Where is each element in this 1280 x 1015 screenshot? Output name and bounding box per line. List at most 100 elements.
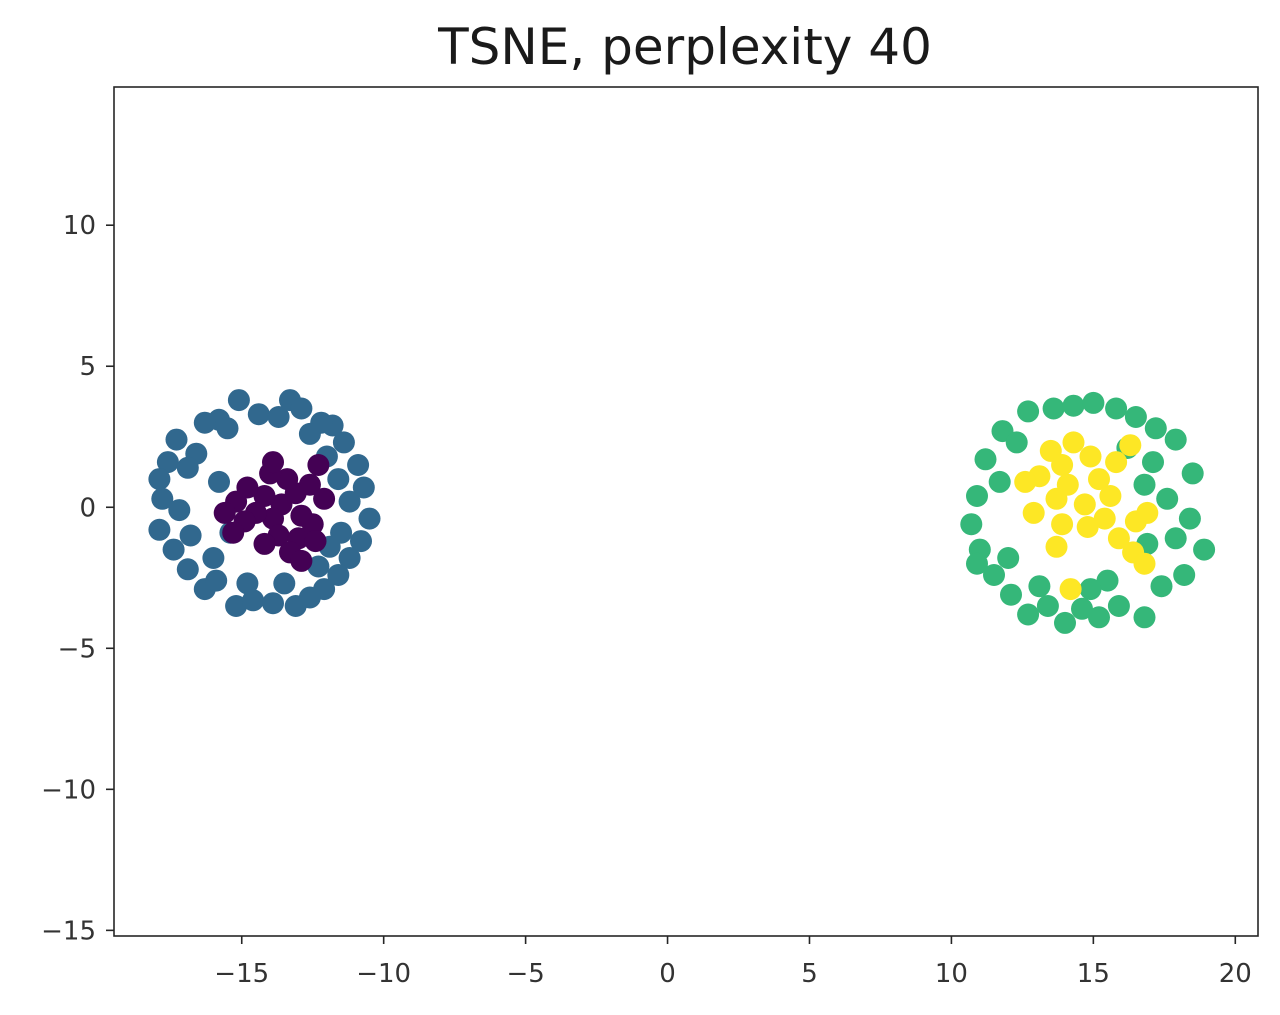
- scatter-point: [1079, 578, 1102, 601]
- scatter-point: [1045, 487, 1068, 510]
- scatter-point: [276, 468, 299, 491]
- scatter-point: [225, 595, 248, 617]
- scatter-point: [1124, 406, 1147, 428]
- scatter-point: [327, 468, 350, 491]
- x-tick-label: 15: [1077, 959, 1110, 989]
- scatter-point: [298, 422, 321, 445]
- scatter-point: [213, 501, 236, 524]
- scatter-point: [253, 485, 276, 507]
- scatter-point: [236, 572, 259, 595]
- scatter-point: [1096, 569, 1119, 592]
- scatter-point: [227, 389, 250, 412]
- scatter-point: [1062, 394, 1085, 417]
- y-tick-label: 0: [79, 493, 96, 523]
- scatter-point: [997, 547, 1020, 569]
- x-tick-label: −15: [214, 959, 269, 989]
- scatter-point: [1164, 428, 1187, 451]
- scatter-point: [1045, 535, 1068, 558]
- scatter-point: [179, 524, 202, 547]
- scatter-point: [273, 572, 296, 595]
- scatter-point: [1071, 597, 1093, 620]
- y-tick-label: −15: [41, 916, 96, 946]
- scatter-point: [1022, 501, 1045, 524]
- scatter-point: [327, 564, 350, 586]
- scatter-point: [1073, 493, 1096, 516]
- scatter-point: [1082, 391, 1105, 414]
- scatter-point: [1164, 527, 1187, 550]
- scatter-point: [313, 487, 336, 510]
- scatter-point: [1093, 507, 1116, 530]
- y-tick-label: −5: [58, 634, 96, 664]
- scatter-point: [1079, 445, 1102, 468]
- chart-title: TSNE, perplexity 40: [437, 18, 932, 76]
- scatter-point: [1005, 431, 1028, 454]
- scatter-point: [222, 521, 245, 544]
- scatter-point: [1105, 397, 1128, 420]
- x-tick-label: 10: [935, 959, 968, 989]
- scatter-point: [1062, 431, 1085, 454]
- scatter-point: [1000, 583, 1022, 606]
- scatter-point: [332, 431, 355, 454]
- scatter-point: [307, 454, 330, 476]
- scatter-point: [1119, 434, 1142, 457]
- scatter-point: [262, 507, 284, 530]
- scatter-point: [1039, 439, 1062, 462]
- scatter-point: [983, 564, 1005, 586]
- scatter-point: [1193, 538, 1216, 561]
- x-axis: −15 −10 −5 0 5 10 15 20: [214, 936, 1252, 989]
- scatter-point: [1107, 527, 1130, 550]
- scatter-point: [1181, 462, 1204, 485]
- scatter-point: [1099, 485, 1122, 507]
- scatter-point: [1088, 606, 1110, 629]
- scatter-point: [1076, 516, 1099, 538]
- scatter-point: [966, 485, 988, 507]
- scatter-point: [1054, 611, 1076, 634]
- scatter-point: [1178, 507, 1201, 530]
- scatter-point: [1107, 595, 1130, 617]
- scatter-point: [267, 406, 290, 428]
- scatter-point: [253, 532, 276, 555]
- scatter-point: [338, 490, 361, 513]
- scatter-point: [298, 586, 321, 609]
- scatter-point: [1042, 397, 1065, 420]
- scatter-point: [301, 513, 324, 536]
- y-tick-label: 5: [79, 352, 96, 382]
- scatter-point: [290, 397, 313, 420]
- scatter-point: [216, 417, 239, 440]
- scatter-point: [1105, 451, 1128, 474]
- scatter-point: [1133, 606, 1156, 629]
- scatter-point: [168, 499, 191, 522]
- scatter-point: [176, 456, 199, 479]
- scatter-point: [148, 518, 171, 541]
- scatter-point: [358, 507, 381, 530]
- scatter-point: [298, 473, 321, 496]
- y-tick-label: −10: [41, 775, 96, 805]
- scatter-point: [247, 403, 270, 426]
- scatter-point: [304, 530, 327, 553]
- scatter-point: [148, 468, 171, 491]
- scatter-point: [290, 549, 313, 572]
- scatter-point: [350, 530, 372, 553]
- scatter-point: [1051, 513, 1074, 536]
- scatter-point: [1156, 487, 1179, 510]
- scatter-point: [205, 569, 228, 592]
- scatter-point: [352, 476, 375, 499]
- scatter-point: [1133, 473, 1156, 496]
- y-tick-label: 10: [63, 211, 96, 241]
- scatter-point: [1017, 400, 1040, 423]
- scatter-point: [176, 558, 199, 581]
- scatter-point: [208, 470, 230, 493]
- scatter-point: [974, 448, 997, 471]
- y-axis: −15 −10 −5 0 5 10: [41, 211, 114, 946]
- scatter-point: [1173, 564, 1196, 586]
- scatter-point: [960, 513, 983, 536]
- scatter-point: [1028, 575, 1051, 598]
- scatter-point: [262, 592, 284, 615]
- scatter-point: [1150, 575, 1173, 598]
- scatter-point: [1133, 552, 1156, 575]
- scatter-point: [242, 589, 265, 612]
- scatter-point: [1144, 417, 1167, 440]
- scatter-point: [165, 428, 188, 451]
- scatter-point: [307, 555, 330, 578]
